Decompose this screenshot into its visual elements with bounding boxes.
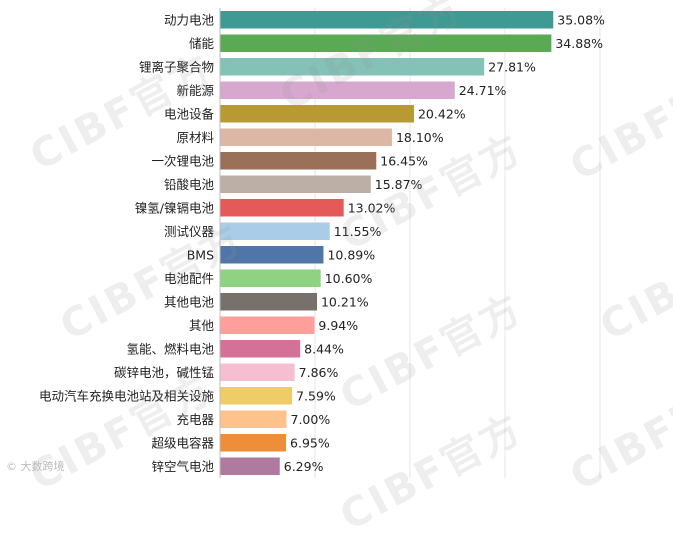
bar-4 bbox=[220, 105, 414, 123]
category-label-17: 充电器 bbox=[176, 412, 214, 427]
category-label-3: 新能源 bbox=[176, 83, 214, 98]
category-label-15: 碳锌电池，碱性锰 bbox=[114, 365, 215, 380]
bar-chart: 动力电池储能锂离子聚合物新能源电池设备原材料一次锂电池铅酸电池镍氢/镍镉电池测试… bbox=[39, 8, 605, 478]
value-label-16: 7.59% bbox=[296, 388, 336, 403]
category-label-0: 动力电池 bbox=[164, 12, 215, 27]
value-label-4: 20.42% bbox=[418, 106, 466, 121]
value-label-18: 6.95% bbox=[290, 435, 330, 450]
bar-6 bbox=[220, 152, 377, 170]
value-label-14: 8.44% bbox=[304, 341, 344, 356]
value-label-8: 13.02% bbox=[348, 200, 396, 215]
category-label-4: 电池设备 bbox=[164, 106, 215, 121]
category-label-8: 镍氢/镍镉电池 bbox=[135, 200, 215, 215]
bar-3 bbox=[220, 81, 455, 99]
bar-11 bbox=[220, 269, 321, 287]
bar-14 bbox=[220, 340, 301, 358]
value-label-13: 9.94% bbox=[318, 318, 358, 333]
category-label-10: BMS bbox=[187, 247, 214, 262]
bars bbox=[220, 11, 554, 475]
category-label-7: 铅酸电池 bbox=[164, 177, 215, 192]
value-label-6: 16.45% bbox=[380, 153, 428, 168]
bar-16 bbox=[220, 387, 293, 405]
category-label-5: 原材料 bbox=[176, 130, 214, 145]
value-label-17: 7.00% bbox=[291, 412, 331, 427]
value-label-1: 34.88% bbox=[555, 36, 603, 51]
value-label-2: 27.81% bbox=[488, 59, 536, 74]
bar-7 bbox=[220, 175, 371, 193]
bar-12 bbox=[220, 293, 317, 311]
value-label-0: 35.08% bbox=[557, 12, 605, 27]
category-labels: 动力电池储能锂离子聚合物新能源电池设备原材料一次锂电池铅酸电池镍氢/镍镉电池测试… bbox=[39, 12, 215, 474]
bar-17 bbox=[220, 410, 287, 428]
credit-text: © 大数跨境 bbox=[6, 460, 65, 473]
category-label-6: 一次锂电池 bbox=[151, 153, 214, 168]
bar-9 bbox=[220, 222, 330, 240]
category-label-9: 测试仪器 bbox=[164, 224, 215, 239]
category-label-11: 电池配件 bbox=[164, 271, 214, 286]
bar-1 bbox=[220, 34, 552, 52]
value-label-7: 15.87% bbox=[375, 177, 423, 192]
value-label-10: 10.89% bbox=[327, 247, 375, 262]
value-label-19: 6.29% bbox=[284, 459, 324, 474]
bar-18 bbox=[220, 434, 287, 452]
bar-19 bbox=[220, 457, 280, 475]
category-label-16: 电动汽车充换电池站及相关设施 bbox=[39, 388, 215, 403]
bar-2 bbox=[220, 58, 485, 76]
value-label-12: 10.21% bbox=[321, 294, 369, 309]
category-label-18: 超级电容器 bbox=[151, 435, 214, 450]
category-label-14: 氢能、燃料电池 bbox=[126, 341, 214, 356]
bar-13 bbox=[220, 316, 315, 334]
category-label-12: 其他电池 bbox=[164, 294, 215, 309]
bar-10 bbox=[220, 246, 324, 264]
value-label-3: 24.71% bbox=[459, 83, 507, 98]
value-labels: 35.08% 34.88% 27.81% 24.71% 20.42% 18.10% 16.4… bbox=[284, 12, 605, 474]
value-label-9: 11.55% bbox=[334, 224, 382, 239]
value-label-11: 10.60% bbox=[325, 271, 373, 286]
category-label-2: 锂离子聚合物 bbox=[139, 59, 214, 74]
bar-0 bbox=[220, 11, 554, 29]
bar-8 bbox=[220, 199, 344, 217]
value-label-15: 7.86% bbox=[299, 365, 339, 380]
bar-5 bbox=[220, 128, 392, 146]
category-label-1: 储能 bbox=[189, 36, 215, 51]
bar-15 bbox=[220, 363, 295, 381]
category-label-13: 其他 bbox=[189, 318, 215, 333]
category-label-19: 锌空气电池 bbox=[151, 459, 214, 474]
gridlines bbox=[314, 8, 601, 478]
value-label-5: 18.10% bbox=[396, 130, 444, 145]
